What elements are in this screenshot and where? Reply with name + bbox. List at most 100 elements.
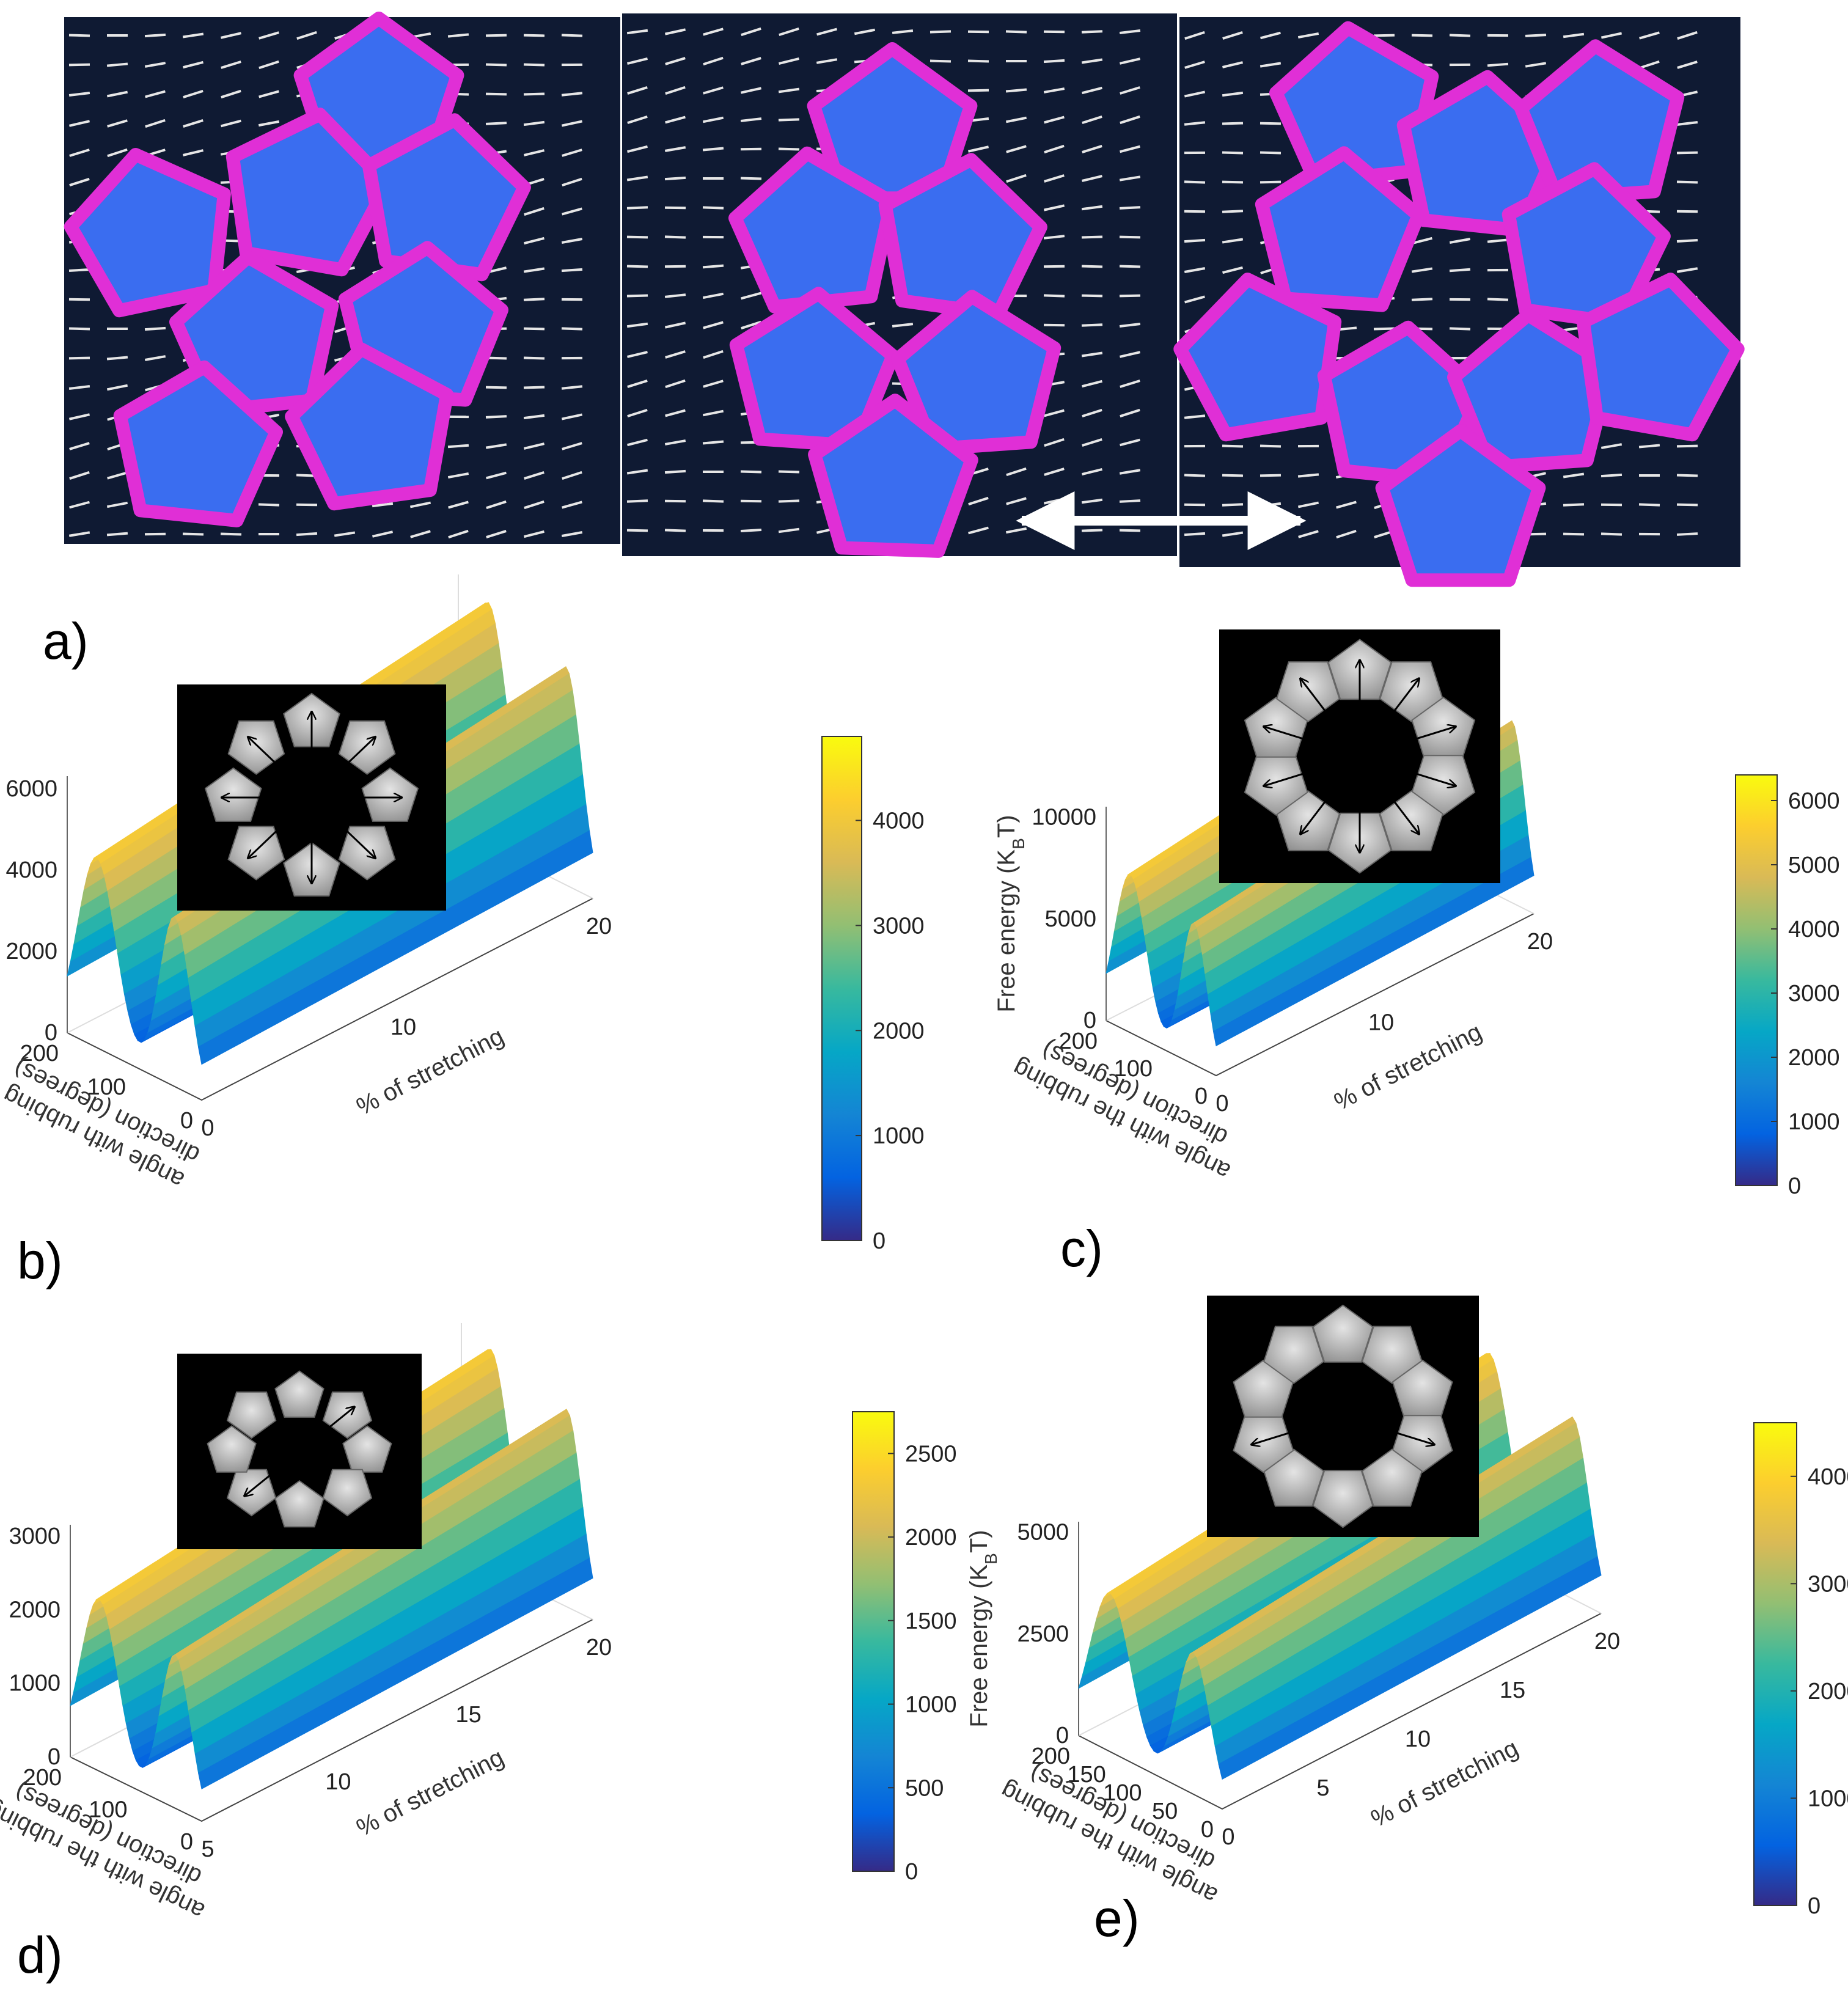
colorbar-tick-label: 1500: [905, 1608, 957, 1634]
director-line: [627, 145, 648, 153]
director-line: [107, 148, 128, 158]
director-line: [1222, 151, 1244, 155]
director-line: [183, 61, 204, 69]
director-line: [1081, 30, 1103, 34]
director-line: [334, 531, 356, 537]
director-line: [107, 119, 128, 128]
director-line: [296, 532, 318, 537]
director-line: [702, 116, 724, 123]
director-line: [106, 356, 128, 361]
director-line: [1563, 532, 1585, 536]
director-line: [1044, 438, 1065, 447]
director-line: [1081, 351, 1103, 358]
inset-arrow: [1370, 1424, 1434, 1445]
director-line: [106, 90, 128, 98]
colorbar-tick-label: 0: [1808, 1893, 1821, 1919]
director-line: [1006, 145, 1027, 153]
inset-tile: [1392, 1359, 1453, 1418]
director-line: [1336, 529, 1357, 539]
y-axis-label: % of stretching: [1330, 1018, 1486, 1115]
director-line: [664, 439, 686, 446]
y-axis-label: % of stretching: [352, 1744, 508, 1841]
director-line: [1601, 443, 1623, 449]
director-line: [1487, 238, 1509, 243]
colorbar-tick-label: 5000: [1788, 853, 1840, 878]
director-line: [486, 530, 507, 538]
director-line: [1411, 267, 1433, 273]
z-axis-label-sub: B: [981, 1553, 1000, 1564]
director-line: [664, 176, 686, 181]
director-line: [485, 415, 507, 419]
director-line: [221, 89, 241, 99]
z-axis-label-end: T): [966, 1530, 992, 1553]
director-line: [1119, 57, 1141, 65]
director-line: [854, 28, 876, 35]
director-line: [523, 414, 545, 420]
pentagon-particle: [1576, 273, 1745, 442]
inset-tile: [1263, 1448, 1325, 1507]
director-line: [930, 30, 952, 34]
director-line: [68, 120, 90, 127]
colorbar-tick-label: 3000: [873, 913, 925, 939]
director-line: [703, 350, 724, 359]
director-line: [702, 292, 724, 299]
director-line: [740, 147, 762, 151]
inset-tile: [322, 1469, 373, 1517]
director-line: [1676, 121, 1698, 126]
colorbar-tick-label: 0: [1788, 1173, 1801, 1199]
z-tick-label: 4000: [6, 857, 57, 883]
director-line: [221, 61, 241, 69]
director-line: [561, 268, 583, 273]
director-line: [703, 56, 724, 66]
x-tick-label: 50: [1152, 1799, 1178, 1824]
pentagon-particle: [1502, 162, 1671, 331]
director-line: [524, 237, 544, 245]
director-line: [448, 529, 469, 539]
inset-tile: [338, 720, 396, 776]
director-line: [1297, 32, 1319, 39]
colorbar-tick-label: 2000: [873, 1018, 925, 1044]
director-line: [1260, 62, 1282, 68]
director-line: [562, 501, 582, 509]
inset-tile: [1361, 1448, 1423, 1507]
director-line: [562, 207, 582, 216]
director-line: [1119, 235, 1141, 239]
inset-arrow: [1388, 727, 1456, 749]
director-line: [665, 350, 686, 359]
director-line: [665, 86, 686, 95]
director-line: [740, 499, 762, 503]
surface-patch: [198, 1557, 593, 1789]
z-tick-label: 0: [45, 1020, 57, 1046]
inset-tile: [226, 1391, 277, 1439]
y-tick-label: 10: [1368, 1010, 1394, 1036]
inset-arrow: [1264, 727, 1331, 749]
director-line: [562, 149, 582, 157]
y-tick-label: 20: [586, 1635, 612, 1660]
director-line: [221, 119, 241, 128]
director-line: [665, 409, 686, 417]
director-line: [372, 502, 394, 508]
director-line: [1297, 473, 1319, 478]
director-line: [1676, 239, 1698, 243]
director-line: [1184, 532, 1206, 537]
x-tick-label: 0: [180, 1829, 193, 1855]
director-line: [1260, 180, 1282, 184]
inset-tile: [274, 1480, 324, 1528]
z-axis-label: Free energy (KBT): [966, 1530, 1000, 1727]
panel-label-d: d): [17, 1926, 63, 1984]
x-tick-label: 200: [23, 1765, 62, 1791]
director-line: [778, 147, 800, 151]
y-tick-label: 0: [1222, 1824, 1234, 1850]
x-tick-label: 100: [1103, 1780, 1142, 1806]
director-line: [1373, 34, 1395, 37]
director-line: [1449, 238, 1471, 244]
director-line: [626, 175, 648, 182]
director-line: [258, 503, 280, 507]
director-line: [1043, 204, 1065, 211]
director-line: [967, 89, 989, 92]
chart-b: 6000400020000200100001020Free energy (KB…: [0, 574, 925, 1254]
panel-label-e: e): [1094, 1890, 1140, 1947]
director-line: [1082, 175, 1102, 182]
director-line: [1222, 180, 1244, 184]
